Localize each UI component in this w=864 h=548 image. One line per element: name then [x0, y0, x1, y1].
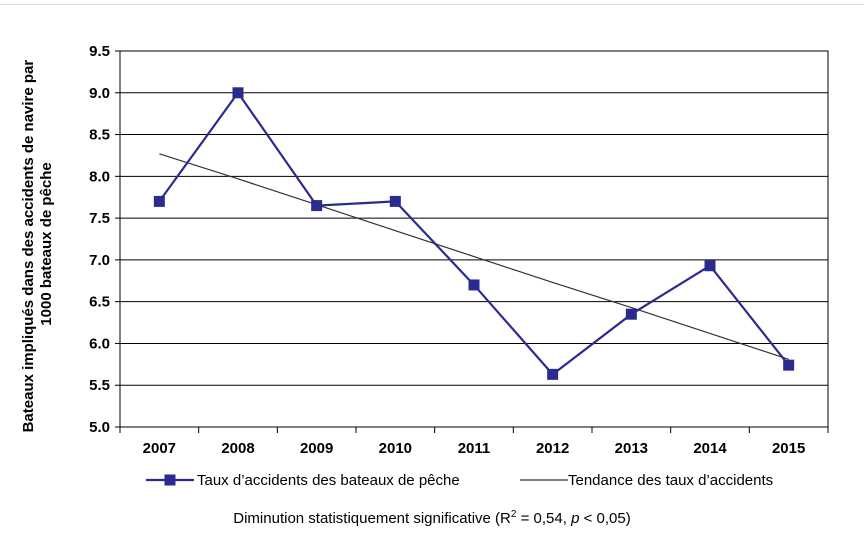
footnote-text-middle: = 0,54,	[516, 510, 572, 527]
series	[153, 87, 795, 380]
data-point-2013	[625, 308, 637, 320]
footnote-text-end: < 0,05)	[579, 510, 631, 527]
y-axis-label-line-2: 1000 bateaux de pêche	[38, 162, 55, 325]
y-tick-label-7: 8.5	[89, 127, 110, 144]
x-axis-ticks: 2007 2008 2009 2010 2011 2012 2013 2014 2015	[119, 427, 829, 457]
y-tick-label-4: 7.0	[89, 252, 110, 269]
y-axis-label-line-1: Bateaux impliqués dans des accidents de …	[20, 60, 37, 433]
significance-footnote: Diminution statistiquement significative…	[0, 509, 864, 527]
x-tick-label-2014: 2014	[693, 440, 727, 457]
data-point-2015	[783, 359, 795, 371]
y-tick-label-0: 5.0	[89, 419, 110, 436]
data-point-2014	[704, 260, 716, 272]
footnote-superscript: 2	[510, 509, 517, 520]
x-tick-label-2012: 2012	[536, 440, 569, 457]
y-tick-label-5: 7.5	[89, 210, 110, 227]
plot-area-frame	[119, 50, 829, 428]
y-tick-label-3: 6.5	[89, 294, 110, 311]
y-tick-label-1: 5.5	[89, 377, 110, 394]
data-point-2008	[232, 87, 244, 99]
y-tick-label-2: 6.0	[89, 335, 110, 352]
legend-label-trend: Tendance des taux d’accidents	[568, 472, 773, 489]
data-point-2011	[468, 279, 480, 291]
data-point-2010	[389, 195, 401, 207]
data-point-2007	[153, 195, 165, 207]
x-tick-label-2011: 2011	[458, 440, 491, 457]
y-tick-label-6: 8.0	[89, 168, 110, 185]
x-tick-label-2008: 2008	[221, 440, 254, 457]
y-tick-label-8: 9.0	[89, 85, 110, 102]
x-tick-label-2015: 2015	[772, 440, 805, 457]
footnote-text-start: Diminution statistiquement significative…	[233, 510, 511, 527]
x-tick-label-2007: 2007	[143, 440, 176, 457]
trend-line	[159, 153, 789, 360]
line-chart: 5.05.56.06.57.07.58.08.59.09.5 2007 2008 2…	[20, 43, 829, 489]
y-axis-label: Bateaux impliqués dans des accidents de …	[20, 56, 55, 433]
data-point-2009	[311, 200, 323, 212]
y-axis-ticks: 5.0 5.5 6.0 6.5 7.0 7.5 8.0 8.5 9.0 9.5	[89, 43, 120, 436]
legend: Taux d’accidents des bateaux de pêche Te…	[146, 472, 773, 489]
x-tick-label-2013: 2013	[615, 440, 648, 457]
data-point-2012	[547, 368, 559, 380]
top-divider	[0, 4, 864, 5]
x-tick-label-2009: 2009	[300, 440, 333, 457]
x-tick-label-2010: 2010	[379, 440, 412, 457]
y-tick-label-9: 9.5	[89, 43, 110, 60]
legend-swatch-marker-accident-rate	[164, 474, 176, 486]
footnote-p-italic: p	[571, 510, 580, 527]
legend-label-accident-rate: Taux d’accidents des bateaux de pêche	[197, 472, 460, 489]
